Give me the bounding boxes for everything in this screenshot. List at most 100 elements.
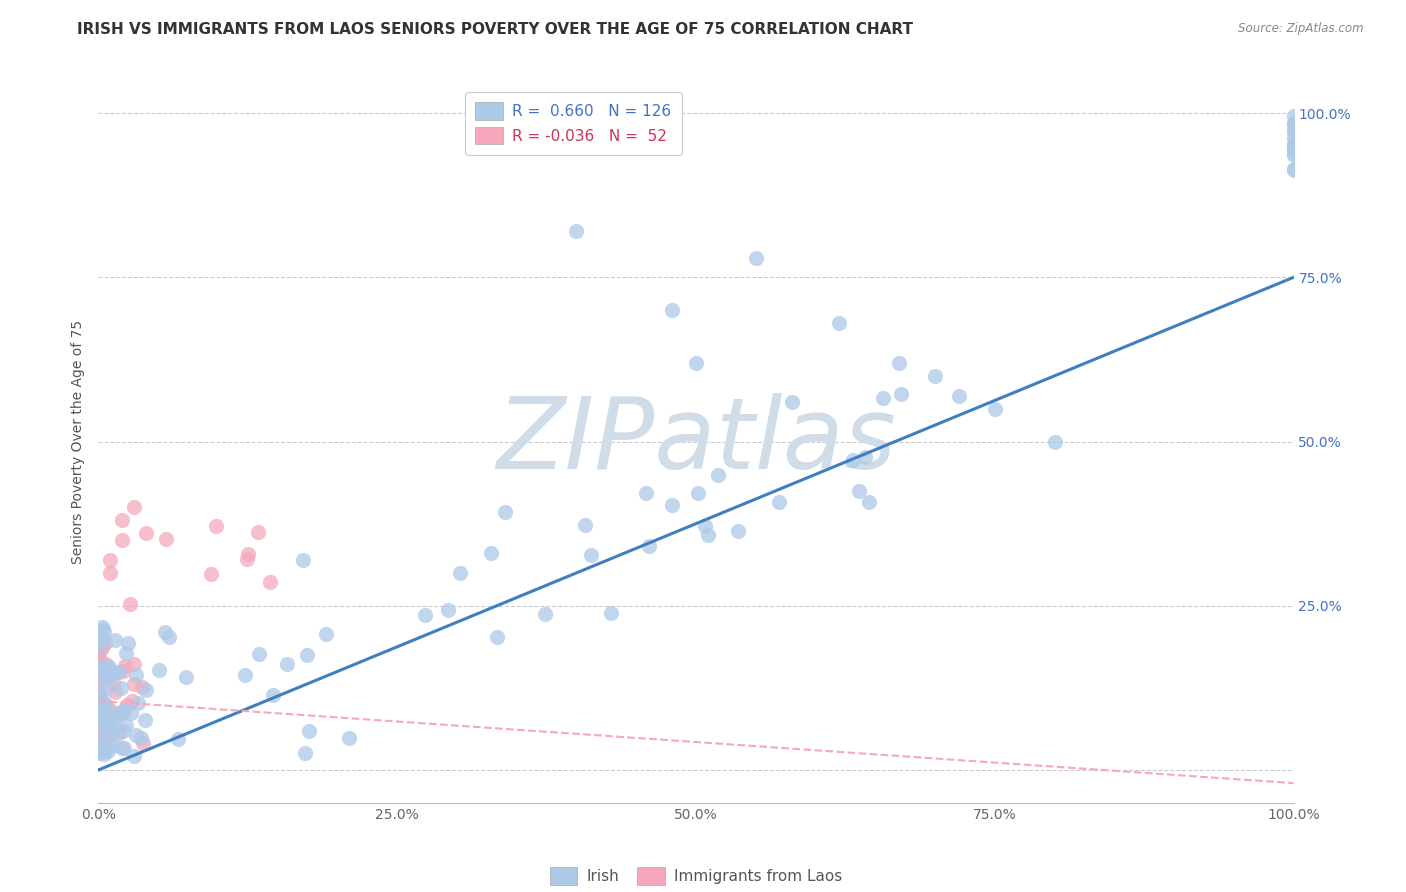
Point: [93, 659, 115, 673]
Point: [111, 513, 134, 527]
Point: [132, 736, 155, 750]
Point: [120, 597, 142, 611]
Point: [98, 553, 122, 567]
Point: [97, 660, 120, 674]
Point: [574, 518, 596, 533]
Point: [98, 714, 121, 728]
Point: [89, 639, 111, 653]
Text: Source: ZipAtlas.com: Source: ZipAtlas.com: [1239, 22, 1364, 36]
Point: [104, 722, 127, 736]
Point: [90, 619, 112, 633]
Point: [125, 668, 148, 682]
Point: [111, 533, 134, 547]
Point: [298, 723, 321, 738]
Point: [90, 732, 112, 747]
Point: [104, 632, 127, 647]
Point: [135, 683, 157, 698]
Point: [858, 495, 880, 509]
Point: [111, 724, 134, 739]
Point: [87, 654, 110, 668]
Point: [120, 706, 142, 721]
Point: [1282, 121, 1305, 136]
Point: [89, 708, 111, 723]
Point: [87, 738, 110, 752]
Point: [148, 663, 170, 677]
Point: [112, 704, 135, 718]
Point: [89, 656, 111, 670]
Point: [122, 749, 145, 764]
Point: [117, 636, 139, 650]
Point: [337, 731, 360, 746]
Point: [104, 710, 127, 724]
Point: [1282, 109, 1305, 123]
Point: [1282, 138, 1305, 153]
Point: [101, 676, 124, 690]
Point: [108, 706, 131, 721]
Point: [97, 715, 120, 730]
Point: [924, 368, 946, 383]
Point: [115, 698, 138, 712]
Point: [479, 546, 502, 560]
Point: [1282, 142, 1305, 156]
Point: [87, 629, 110, 643]
Point: [91, 696, 114, 710]
Point: [115, 717, 138, 731]
Point: [122, 657, 145, 671]
Point: [661, 498, 683, 512]
Point: [638, 539, 661, 553]
Point: [114, 740, 136, 755]
Point: [600, 606, 623, 620]
Point: [104, 665, 127, 680]
Point: [121, 693, 143, 707]
Point: [1282, 145, 1305, 160]
Point: [89, 742, 111, 756]
Point: [93, 744, 115, 758]
Point: [828, 316, 851, 330]
Point: [110, 681, 132, 696]
Point: [236, 547, 259, 561]
Point: [94, 723, 117, 738]
Point: [87, 641, 110, 656]
Point: [246, 524, 269, 539]
Point: [97, 670, 120, 684]
Point: [87, 679, 110, 693]
Point: [533, 607, 555, 621]
Point: [661, 303, 683, 318]
Point: [685, 356, 707, 370]
Point: [872, 391, 894, 405]
Point: [90, 692, 112, 706]
Point: [94, 657, 117, 672]
Point: [236, 551, 259, 566]
Point: [98, 722, 121, 736]
Text: IRISH VS IMMIGRANTS FROM LAOS SENIORS POVERTY OVER THE AGE OF 75 CORRELATION CHA: IRISH VS IMMIGRANTS FROM LAOS SENIORS PO…: [77, 22, 914, 37]
Point: [114, 659, 136, 673]
Point: [90, 640, 112, 655]
Point: [1282, 116, 1305, 130]
Point: [295, 648, 318, 662]
Point: [153, 625, 176, 640]
Point: [727, 524, 749, 539]
Point: [449, 566, 471, 581]
Legend: Irish, Immigrants from Laos: Irish, Immigrants from Laos: [544, 861, 848, 891]
Point: [129, 731, 152, 745]
Point: [706, 467, 728, 482]
Point: [89, 665, 111, 680]
Point: [91, 631, 114, 645]
Point: [1043, 434, 1066, 449]
Point: [848, 483, 870, 498]
Point: [200, 567, 222, 582]
Text: ZIPatlas: ZIPatlas: [496, 393, 896, 490]
Point: [984, 401, 1007, 416]
Point: [89, 638, 111, 652]
Point: [96, 729, 118, 743]
Point: [768, 495, 790, 509]
Point: [96, 666, 118, 681]
Point: [114, 646, 136, 660]
Point: [1282, 131, 1305, 145]
Point: [125, 728, 148, 742]
Y-axis label: Seniors Poverty Over the Age of 75: Seniors Poverty Over the Age of 75: [72, 319, 86, 564]
Point: [167, 731, 190, 746]
Point: [292, 552, 315, 566]
Point: [1282, 161, 1305, 176]
Point: [1282, 139, 1305, 153]
